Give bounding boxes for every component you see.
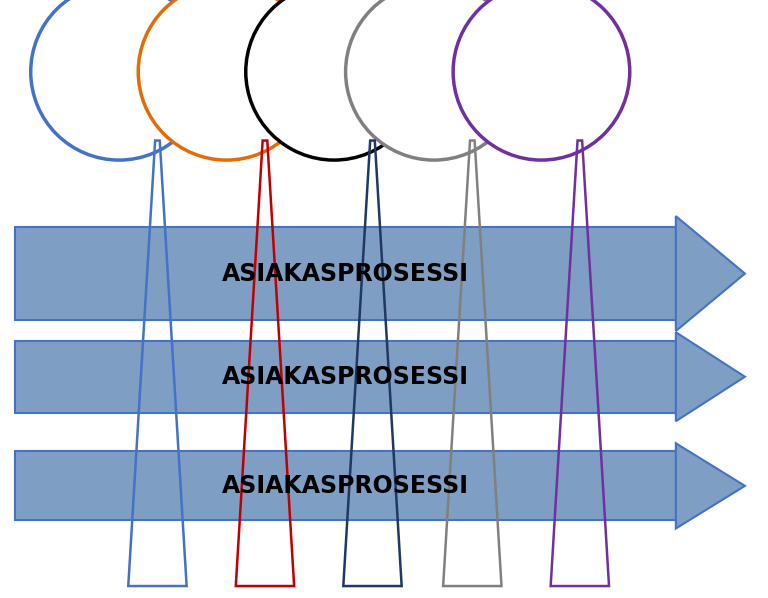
FancyBboxPatch shape: [15, 451, 676, 520]
Ellipse shape: [138, 0, 315, 160]
Text: ASIAKASPROSESSI: ASIAKASPROSESSI: [222, 365, 469, 389]
Text: ASIAKASPROSESSI: ASIAKASPROSESSI: [222, 261, 469, 286]
Polygon shape: [676, 332, 745, 421]
FancyBboxPatch shape: [15, 341, 676, 413]
FancyBboxPatch shape: [15, 227, 676, 320]
Ellipse shape: [31, 0, 207, 160]
Polygon shape: [676, 216, 745, 331]
Ellipse shape: [453, 0, 630, 160]
Ellipse shape: [246, 0, 422, 160]
Polygon shape: [676, 443, 745, 529]
Text: ASIAKASPROSESSI: ASIAKASPROSESSI: [222, 474, 469, 498]
Ellipse shape: [346, 0, 522, 160]
